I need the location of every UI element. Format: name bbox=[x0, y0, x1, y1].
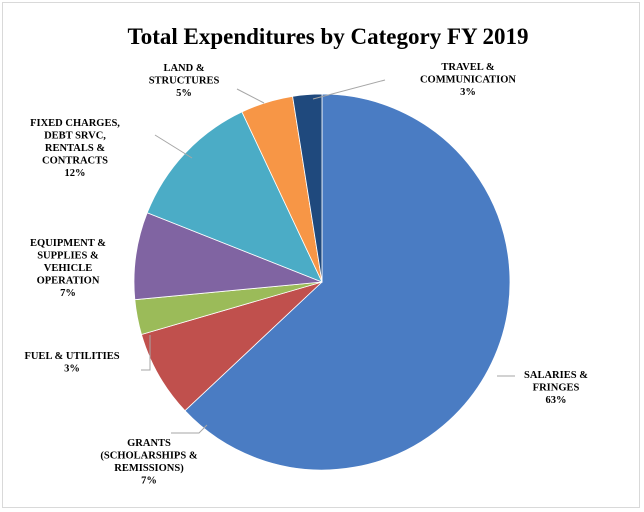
slice-percent-label: 3% bbox=[460, 87, 476, 98]
slice-percent-label: 12% bbox=[65, 168, 86, 179]
slice-percent-label: 7% bbox=[60, 288, 76, 299]
leader-line bbox=[141, 335, 151, 371]
slice-category-label: TRAVEL & bbox=[441, 62, 494, 73]
slice-category-label: COMMUNICATION bbox=[420, 75, 516, 86]
slice-category-label: EQUIPMENT & bbox=[30, 238, 106, 249]
slice-percent-label: 3% bbox=[64, 364, 80, 375]
slice-percent-label: 63% bbox=[546, 395, 567, 406]
slices-group bbox=[133, 93, 511, 471]
slice-percent-label: 5% bbox=[176, 88, 192, 99]
slice-category-label: DEBT SRVC, bbox=[44, 131, 106, 142]
slice-category-label: VEHICLE bbox=[44, 263, 92, 274]
slice-category-label: SALARIES & bbox=[524, 370, 588, 381]
leader-line bbox=[171, 424, 208, 434]
pie-slice bbox=[292, 93, 323, 283]
leader-lines-group bbox=[141, 79, 515, 434]
slice-category-label: RENTALS & bbox=[45, 143, 105, 154]
chart-title: Total Expenditures by Category FY 2019 bbox=[127, 24, 528, 49]
slice-category-label: REMISSIONS) bbox=[114, 463, 184, 474]
leader-line bbox=[154, 134, 193, 159]
leader-line bbox=[312, 79, 386, 100]
slice-category-label: OPERATION bbox=[37, 276, 100, 287]
slice-category-label: (SCHOLARSHIPS & bbox=[100, 451, 197, 462]
slice-category-label: LAND & bbox=[163, 63, 204, 74]
slice-category-label: FIXED CHARGES, bbox=[30, 118, 120, 129]
slice-category-label: SUPPLIES & bbox=[37, 251, 99, 262]
slice-category-label: STRUCTURES bbox=[149, 76, 220, 87]
pie-slice bbox=[184, 93, 511, 471]
slice-percent-label: 7% bbox=[141, 476, 157, 487]
slice-category-label: FRINGES bbox=[533, 383, 580, 394]
slice-category-label: CONTRACTS bbox=[42, 156, 108, 167]
slice-category-label: FUEL & UTILITIES bbox=[24, 351, 119, 362]
leader-line bbox=[236, 88, 265, 104]
slice-category-label: GRANTS bbox=[127, 438, 171, 449]
